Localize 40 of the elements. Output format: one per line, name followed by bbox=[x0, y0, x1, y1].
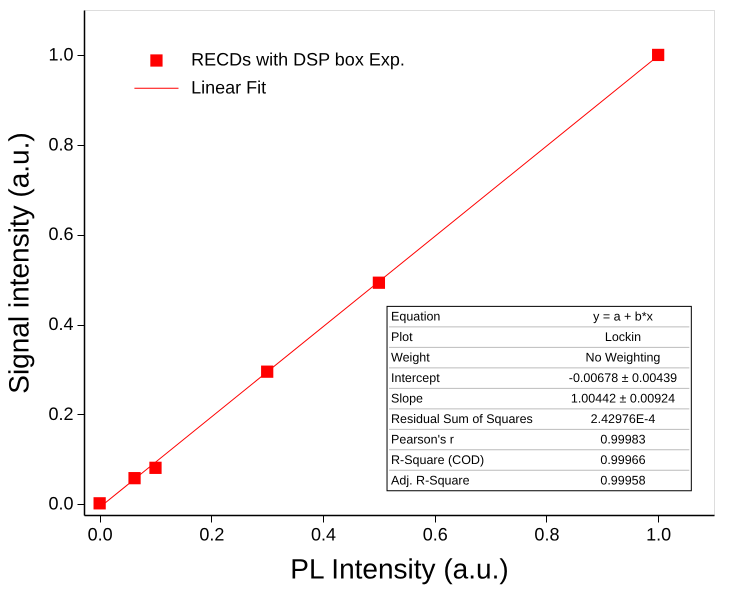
annotation: Equation bbox=[391, 310, 440, 324]
annotation: Pearson's r bbox=[391, 432, 454, 447]
x-tick-label: 0.4 bbox=[311, 524, 336, 544]
x-tick-label: 0.8 bbox=[534, 524, 560, 544]
legend-label: Linear Fit bbox=[191, 77, 266, 98]
point bbox=[149, 462, 162, 474]
y-tick-label: 0.4 bbox=[48, 314, 74, 334]
annotation: 0.99983 bbox=[600, 432, 646, 447]
annotation: y = a + b*x bbox=[593, 310, 654, 324]
point bbox=[652, 48, 664, 62]
annotation: Lockin bbox=[604, 330, 642, 344]
y-tick-label: 1.0 bbox=[48, 44, 74, 64]
x-tick-label: 0.6 bbox=[422, 524, 448, 544]
annotation: 0.99958 bbox=[600, 474, 646, 488]
legend-label: RECDs with DSP box Exp. bbox=[191, 50, 405, 70]
annotation: 0.99966 bbox=[600, 453, 646, 468]
x-tick-label: 1.0 bbox=[646, 524, 672, 544]
annotation: Weight bbox=[391, 350, 430, 365]
annotation: R-Square (COD) bbox=[391, 453, 484, 468]
y-tick-label: 0.6 bbox=[48, 224, 74, 244]
y-tick-label: 0.2 bbox=[48, 404, 74, 424]
annotation: 1.00442 ± 0.00924 bbox=[570, 392, 676, 406]
annotation: Slope bbox=[391, 392, 424, 406]
annotation: Residual Sum of Squares bbox=[391, 412, 533, 426]
annotation: Intercept bbox=[391, 371, 440, 386]
annotation: Plot bbox=[391, 330, 414, 344]
annotation: 2.42976E-4 bbox=[590, 412, 656, 426]
x-tick-label: 0.0 bbox=[88, 524, 113, 544]
point bbox=[261, 366, 274, 378]
point bbox=[128, 472, 141, 484]
y-axis-title: Signal intensity (a.u.) bbox=[3, 132, 34, 394]
annotation: Adj. R-Square bbox=[391, 474, 470, 488]
x-tick-label: 0.2 bbox=[199, 524, 224, 544]
point bbox=[94, 497, 106, 510]
annotation: No Weighting bbox=[586, 350, 660, 365]
y-tick-label: 0.0 bbox=[48, 494, 74, 514]
annotation: -0.00678 ± 0.00439 bbox=[568, 371, 678, 386]
x-axis-title: PL Intensity (a.u.) bbox=[290, 554, 509, 584]
point bbox=[372, 276, 386, 289]
y-tick-label: 0.8 bbox=[48, 134, 74, 154]
